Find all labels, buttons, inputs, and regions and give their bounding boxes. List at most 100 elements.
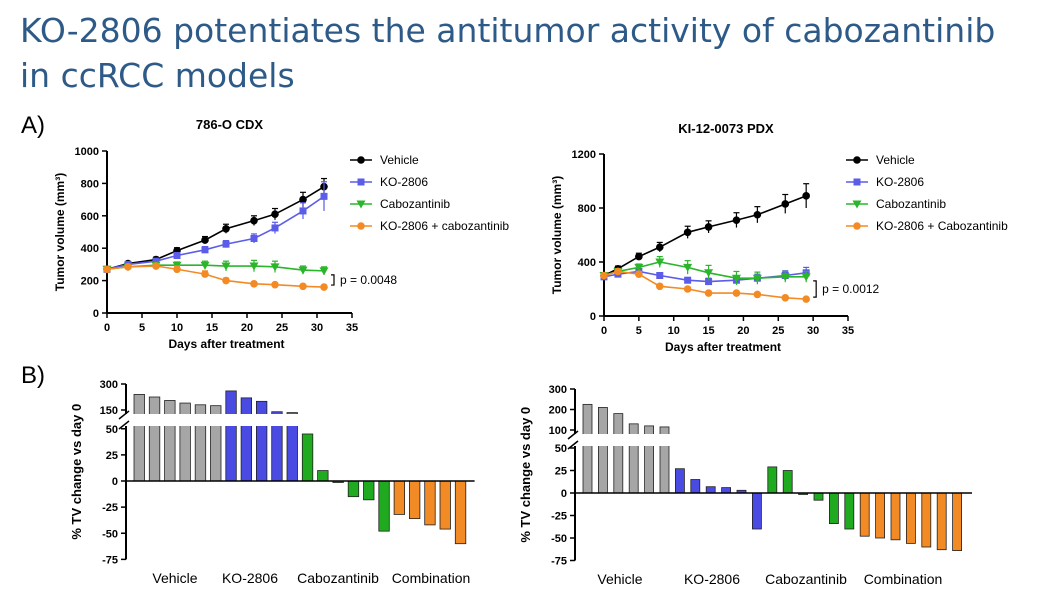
- line0-y-axis-label: Tumor volume (mm³): [53, 173, 67, 291]
- bar2-bar-ko-2806: [225, 390, 237, 482]
- bar2-group-label: Combination: [392, 570, 471, 586]
- bar3-group-label: Vehicle: [597, 571, 642, 587]
- line0-x-tick-label: 30: [311, 322, 323, 334]
- bar2-bar-combination: [393, 480, 406, 515]
- line0-x-tick-label: 15: [206, 322, 218, 334]
- line1-significance-bracket: [813, 280, 817, 298]
- bar3-bar-ko-2806: [721, 487, 731, 494]
- line1-series-line-3: [603, 270, 807, 300]
- line1-legend-marker: [853, 222, 861, 230]
- bar2-bar-combination: [408, 480, 421, 520]
- line0-legend-marker: [357, 156, 365, 164]
- bar3-y-tick-label: 0: [561, 488, 567, 500]
- line1-data-point: [753, 290, 762, 299]
- bar2-bar-ko-2806: [240, 397, 253, 482]
- bar2-y-tick-label: 25: [106, 450, 118, 462]
- line0-x-tick-label: 35: [346, 322, 358, 334]
- bar2-y-tick-label: -50: [102, 528, 118, 540]
- line0-y-tick-label: 400: [81, 243, 99, 255]
- bar2-y-tick-label: -75: [102, 554, 118, 566]
- line1-data-point: [705, 278, 713, 286]
- bar3-bar-combination: [890, 492, 901, 541]
- line0-legend-label: KO-2806: [380, 175, 428, 189]
- bar3-y-tick-label: 25: [555, 466, 567, 478]
- line0-x-tick-label: 25: [276, 322, 288, 334]
- bar3-bar-combination: [875, 492, 885, 539]
- line0-data-point: [222, 276, 230, 285]
- line1-data-point: [655, 258, 665, 267]
- bar3-bar-vehicle: [598, 407, 608, 494]
- line0-data-point: [250, 280, 258, 288]
- line0-data-point: [173, 265, 181, 274]
- bar3-y-tick-label: 300: [549, 384, 567, 396]
- bar2-bar-cabozantinib: [347, 480, 360, 498]
- line0-data-point: [250, 216, 258, 225]
- bar2-group-label: KO-2806: [222, 570, 278, 586]
- bar2-bar-vehicle: [148, 396, 161, 482]
- line0-series-line-3: [106, 265, 325, 288]
- bar3-y-tick-label: -75: [551, 556, 567, 568]
- line0-data-point: [173, 251, 181, 259]
- line1-x-tick-label: 15: [702, 325, 714, 337]
- line1-chart-title: KI-12-0073 PDX: [678, 121, 774, 136]
- panel-label-a: A): [21, 112, 45, 139]
- bar3-bar-vehicle: [582, 403, 593, 494]
- bar2-y-tick-label: 50: [106, 424, 118, 436]
- bar3-bar-ko-2806: [752, 492, 762, 530]
- line0-data-point: [298, 266, 308, 275]
- bar3-group-label: Combination: [864, 571, 943, 587]
- line1-data-point: [732, 216, 741, 224]
- line0-data-point: [271, 210, 279, 218]
- line0-data-point: [152, 257, 160, 265]
- line1-data-point: [683, 228, 692, 237]
- line1-data-point: [753, 210, 762, 219]
- line1-x-tick-label: 5: [636, 325, 642, 337]
- bar2-y-tick-label: 0: [112, 476, 118, 488]
- line1-data-point: [752, 274, 762, 283]
- line1-y-tick-label: 0: [590, 311, 596, 323]
- bar2-bar-combination: [439, 480, 451, 530]
- line1-data-point: [704, 223, 713, 231]
- line1-data-point: [634, 263, 644, 272]
- line1-legend-label: KO-2806: [876, 175, 924, 189]
- line1-legend-label: Vehicle: [876, 153, 915, 167]
- bar3-bar-vehicle: [613, 413, 624, 494]
- line0-data-point: [124, 263, 132, 271]
- bar3-bar-combination: [906, 492, 916, 544]
- line0-data-point: [152, 262, 160, 270]
- line1-data-point: [732, 289, 741, 297]
- line0-legend-marker: [356, 200, 366, 209]
- line0-data-point: [270, 263, 280, 272]
- line0-data-point: [221, 262, 231, 271]
- line1-data-point: [781, 200, 790, 208]
- line0-data-point: [320, 192, 328, 200]
- bar3-bar-ko-2806: [705, 486, 716, 494]
- line1-x-tick-label: 35: [842, 325, 854, 337]
- line0-data-point: [250, 234, 258, 242]
- line1-x-tick-label: 0: [601, 325, 607, 337]
- line0-y-tick-label: 200: [81, 276, 99, 288]
- line0-significance-bracket: [331, 274, 335, 286]
- bar3-axis-break-gap: [563, 434, 970, 446]
- bar3-y-tick-label: -50: [551, 533, 567, 545]
- bar3-group-label: KO-2806: [684, 571, 740, 587]
- bar2-axis-break-gap: [114, 414, 473, 426]
- line1-data-point: [780, 273, 790, 282]
- bar2-bar-combination: [454, 480, 467, 545]
- line0-data-point: [299, 207, 307, 215]
- bar3-bar-combination: [952, 492, 962, 551]
- line1-data-point: [635, 270, 643, 278]
- bar3-bar-combination: [921, 492, 932, 548]
- line0-data-point: [222, 224, 230, 233]
- line1-data-point: [802, 295, 810, 303]
- line1-data-point: [683, 285, 692, 293]
- line1-x-tick-label: 20: [737, 325, 749, 337]
- line1-x-tick-label: 30: [807, 325, 819, 337]
- line0-data-point: [222, 240, 230, 248]
- bar2-bar-cabozantinib: [301, 433, 314, 482]
- line1-data-point: [600, 271, 608, 280]
- bar2-y-tick-label: 150: [100, 405, 118, 417]
- line0-data-point: [201, 246, 209, 254]
- bar3-bar-ko-2806: [690, 479, 701, 494]
- line1-series-line-2: [603, 261, 807, 280]
